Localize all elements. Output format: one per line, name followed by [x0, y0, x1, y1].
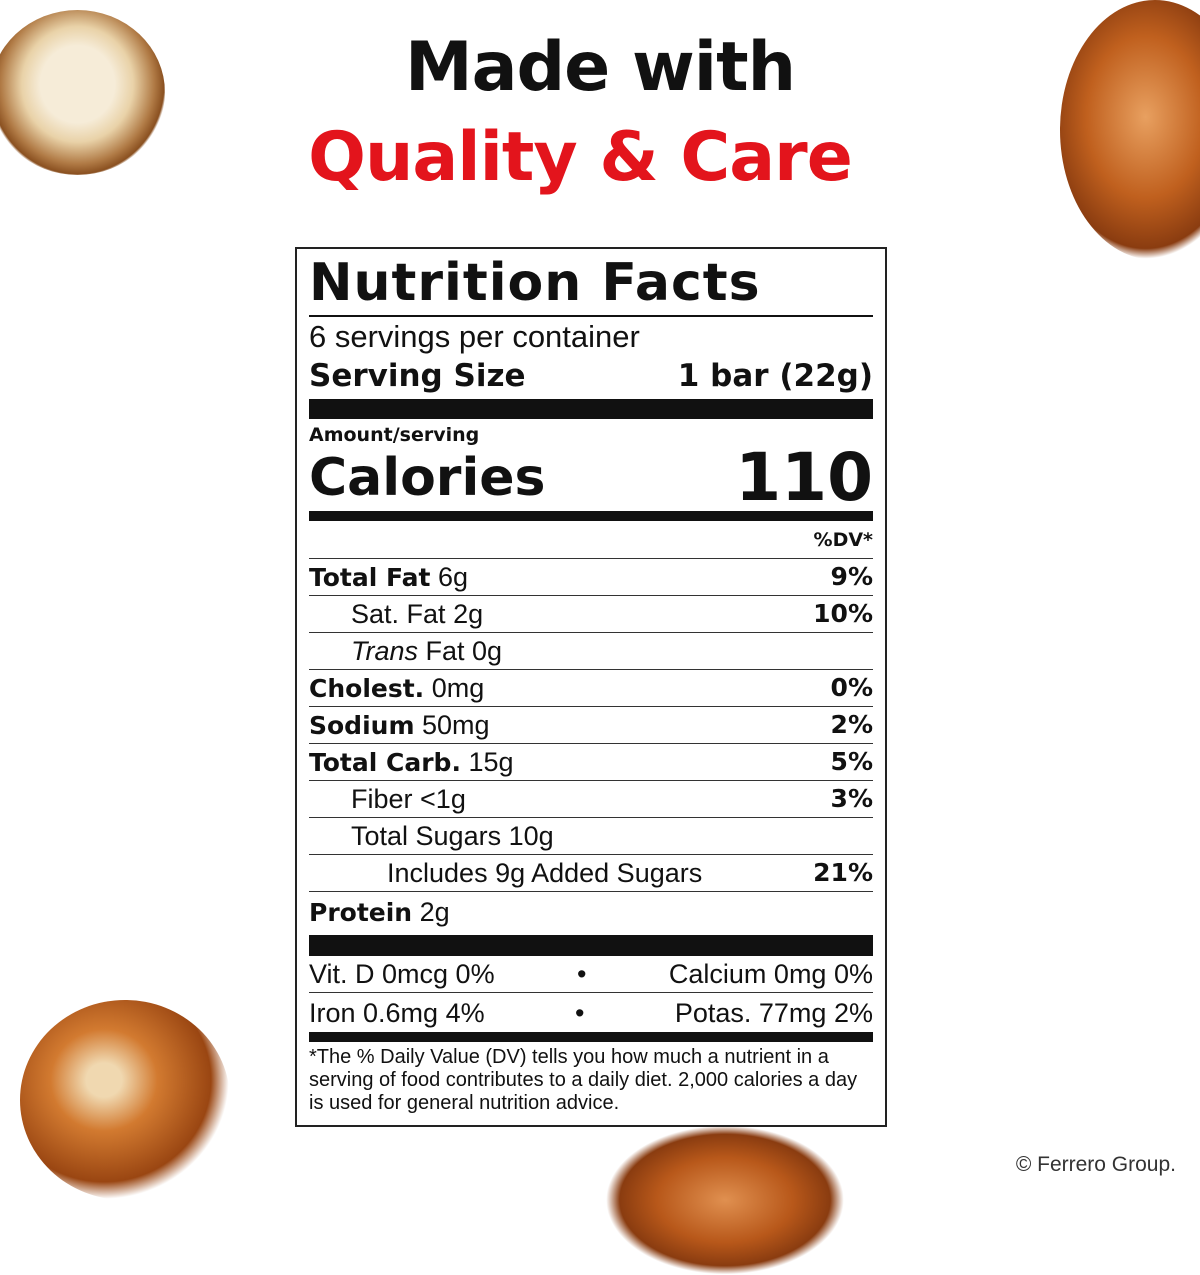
label-title: Nutrition Facts	[309, 253, 761, 313]
nutrient-row: Protein 2g	[309, 894, 873, 931]
bullet: •	[575, 997, 585, 1028]
nutrient-row: Total Fat 6g 9%	[309, 559, 873, 596]
nutrient-dv: 0%	[830, 673, 873, 702]
nutrient-name: Total Carb.	[309, 747, 461, 777]
divider	[309, 315, 873, 317]
headline-line2: Quality & Care	[308, 118, 853, 197]
amount-per-serving: Amount/serving	[309, 424, 480, 446]
vitamin-row: Vit. D 0mcg 0% • Calcium 0mg 0%	[309, 956, 873, 993]
hazelnut-image	[1060, 0, 1200, 260]
nutrient-name: Total Fat	[309, 562, 431, 592]
nutrient-dv: 5%	[830, 747, 873, 776]
nutrient-row: Fiber <1g 3%	[309, 781, 873, 818]
serving-size-value: 1 bar (22g)	[677, 358, 873, 394]
nutrient-amount: 2g	[419, 897, 450, 927]
vitamin-row: Iron 0.6mg 4% • Potas. 77mg 2%	[309, 994, 873, 1031]
nutrient-dv: 10%	[813, 599, 873, 628]
nutrient-name: Trans	[351, 636, 419, 666]
servings-per-container: 6 servings per container	[309, 319, 640, 354]
hazelnut-half-image	[0, 10, 165, 175]
nutrient-row: Sodium 50mg 2%	[309, 707, 873, 744]
nutrient-dv: 9%	[830, 562, 873, 591]
hazelnut-image	[20, 1000, 230, 1200]
nutrient-name: Protein	[309, 898, 413, 927]
nutrient-row: Cholest. 0mg 0%	[309, 670, 873, 707]
nutrient-amount: 15g	[468, 746, 514, 777]
serving-size-row: Serving Size 1 bar (22g)	[309, 357, 873, 395]
headline-line1: Made with	[404, 28, 796, 107]
nutrient-row: Trans Fat 0g	[309, 633, 873, 670]
nutrient-row: Sat. Fat 2g 10%	[309, 596, 873, 633]
bullet: •	[577, 959, 587, 989]
copyright: © Ferrero Group.	[1015, 1153, 1176, 1176]
nutrient-row: Total Carb. 15g 5%	[309, 744, 873, 781]
nutrient-name: Cholest.	[309, 673, 425, 703]
nutrient-row: Includes 9g Added Sugars 21%	[309, 855, 873, 892]
calories-value: 110	[735, 439, 873, 516]
nutrient-amount: <1g	[420, 784, 466, 814]
dv-header: %DV*	[813, 529, 873, 551]
nutrition-facts-label: Nutrition Facts 6 servings per container…	[295, 247, 887, 1127]
nutrient-dv: 3%	[830, 784, 873, 813]
nutrient-amount: Fat 0g	[425, 636, 503, 666]
footnote: *The % Daily Value (DV) tells you how mu…	[309, 1046, 858, 1114]
thick-divider	[309, 935, 873, 956]
nutrient-name: Includes 9g Added Sugars	[387, 858, 703, 888]
divider	[309, 1032, 873, 1042]
vitamin-right: Potas. 77mg 2%	[674, 997, 873, 1028]
hazelnut-image	[605, 1125, 845, 1275]
nutrient-amount: 6g	[437, 561, 468, 592]
calories-row: Calories 110	[309, 439, 873, 516]
nutrient-amount: 2g	[453, 599, 484, 629]
vitamin-left: Iron 0.6mg 4%	[309, 997, 485, 1028]
vitamin-left: Vit. D 0mcg 0%	[309, 959, 495, 989]
nutrient-name: Sodium	[309, 710, 415, 740]
nutrient-amount: 0mg	[431, 672, 485, 703]
nutrient-amount: 50mg	[422, 709, 490, 740]
serving-size-label: Serving Size	[309, 358, 526, 394]
divider	[309, 511, 873, 521]
vitamin-right: Calcium 0mg 0%	[668, 959, 873, 989]
nutrient-name: Sat. Fat	[351, 599, 446, 629]
nutrient-dv: 2%	[830, 710, 873, 739]
thick-divider	[309, 399, 873, 419]
nutrient-name: Total Sugars	[351, 821, 502, 851]
calories-label: Calories	[309, 448, 546, 508]
nutrient-dv: 21%	[813, 858, 873, 887]
nutrient-name: Fiber	[351, 784, 413, 814]
nutrient-row: Total Sugars 10g	[309, 818, 873, 855]
nutrient-amount: 10g	[508, 821, 554, 851]
